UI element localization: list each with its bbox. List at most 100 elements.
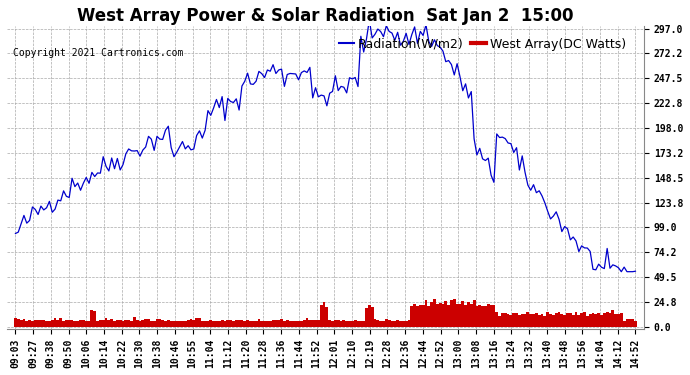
Bar bbox=[470, 304, 473, 327]
Bar bbox=[464, 305, 467, 327]
Bar bbox=[252, 321, 255, 327]
Bar bbox=[487, 303, 490, 327]
Bar bbox=[136, 320, 139, 327]
Bar bbox=[580, 313, 583, 327]
Bar bbox=[161, 320, 164, 327]
Bar bbox=[308, 320, 311, 327]
Bar bbox=[141, 320, 144, 327]
Bar bbox=[20, 320, 23, 327]
Bar bbox=[28, 320, 31, 327]
Bar bbox=[257, 320, 260, 327]
Bar bbox=[555, 313, 558, 327]
Bar bbox=[357, 321, 359, 327]
Bar bbox=[85, 321, 88, 327]
Title: West Array Power & Solar Radiation  Sat Jan 2  15:00: West Array Power & Solar Radiation Sat J… bbox=[77, 7, 573, 25]
Bar bbox=[546, 312, 549, 327]
Bar bbox=[170, 321, 172, 327]
Bar bbox=[345, 321, 348, 327]
Bar bbox=[526, 312, 529, 327]
Bar bbox=[620, 313, 622, 327]
Bar bbox=[549, 314, 552, 327]
Bar bbox=[34, 320, 37, 327]
Bar bbox=[518, 315, 521, 327]
Bar bbox=[493, 306, 495, 327]
Legend: Radiation(W/m2), West Array(DC Watts): Radiation(W/m2), West Array(DC Watts) bbox=[335, 33, 631, 56]
Bar bbox=[402, 321, 405, 327]
Bar bbox=[598, 314, 600, 327]
Bar bbox=[237, 321, 241, 327]
Bar bbox=[552, 315, 555, 327]
Bar bbox=[218, 321, 221, 327]
Bar bbox=[155, 319, 159, 327]
Bar bbox=[481, 306, 484, 327]
Bar bbox=[14, 318, 17, 327]
Bar bbox=[560, 314, 563, 327]
Bar bbox=[73, 321, 77, 327]
Bar bbox=[175, 321, 178, 327]
Bar bbox=[490, 305, 493, 327]
Bar bbox=[187, 320, 190, 327]
Bar bbox=[362, 321, 365, 327]
Bar bbox=[57, 321, 59, 327]
Bar bbox=[133, 316, 136, 327]
Bar bbox=[303, 320, 306, 327]
Bar bbox=[226, 320, 229, 327]
Bar bbox=[224, 321, 226, 327]
Bar bbox=[82, 320, 85, 327]
Bar bbox=[291, 321, 295, 327]
Bar bbox=[26, 321, 28, 327]
Bar bbox=[246, 320, 249, 327]
Bar bbox=[478, 305, 481, 327]
Bar bbox=[444, 301, 447, 327]
Bar bbox=[424, 300, 427, 327]
Bar bbox=[90, 310, 93, 327]
Bar bbox=[190, 319, 193, 327]
Bar bbox=[462, 301, 464, 327]
Bar bbox=[144, 319, 147, 327]
Bar bbox=[319, 305, 323, 327]
Bar bbox=[110, 319, 113, 327]
Bar bbox=[611, 310, 614, 327]
Bar bbox=[380, 321, 382, 327]
Bar bbox=[614, 314, 617, 327]
Bar bbox=[314, 320, 317, 327]
Bar bbox=[121, 321, 124, 327]
Bar bbox=[51, 321, 54, 327]
Bar bbox=[594, 314, 598, 327]
Bar bbox=[475, 306, 478, 327]
Bar bbox=[249, 321, 252, 327]
Bar bbox=[427, 306, 430, 327]
Bar bbox=[70, 320, 73, 327]
Bar bbox=[286, 320, 288, 327]
Bar bbox=[509, 315, 512, 327]
Bar bbox=[634, 321, 637, 327]
Bar bbox=[382, 321, 385, 327]
Bar bbox=[606, 312, 609, 327]
Bar bbox=[459, 304, 462, 327]
Bar bbox=[393, 321, 396, 327]
Bar bbox=[359, 321, 362, 327]
Bar bbox=[260, 321, 263, 327]
Bar bbox=[108, 320, 110, 327]
Bar bbox=[201, 321, 204, 327]
Bar bbox=[295, 321, 297, 327]
Bar bbox=[535, 313, 538, 327]
Bar bbox=[275, 320, 277, 327]
Bar bbox=[495, 312, 498, 327]
Bar bbox=[119, 320, 121, 327]
Bar bbox=[351, 321, 354, 327]
Bar bbox=[272, 320, 275, 327]
Bar bbox=[399, 321, 402, 327]
Bar bbox=[603, 314, 606, 327]
Bar bbox=[328, 320, 331, 327]
Bar bbox=[572, 315, 575, 327]
Bar bbox=[221, 320, 224, 327]
Bar bbox=[255, 321, 257, 327]
Bar bbox=[422, 305, 424, 327]
Bar bbox=[184, 321, 187, 327]
Bar bbox=[450, 300, 453, 327]
Bar bbox=[54, 318, 57, 327]
Bar bbox=[209, 321, 213, 327]
Bar bbox=[419, 304, 422, 327]
Bar bbox=[600, 315, 603, 327]
